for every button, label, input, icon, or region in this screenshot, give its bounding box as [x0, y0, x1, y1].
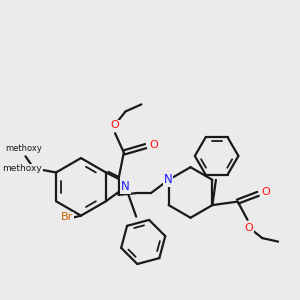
Text: N: N [121, 180, 130, 194]
Text: methoxy: methoxy [2, 164, 42, 173]
Text: Br: Br [61, 212, 73, 222]
Text: O: O [32, 165, 40, 175]
Text: O: O [110, 120, 119, 130]
Text: N: N [164, 173, 172, 186]
Text: methoxy: methoxy [5, 144, 42, 153]
Text: O: O [244, 223, 253, 232]
Text: O: O [261, 188, 270, 197]
Text: O: O [149, 140, 158, 151]
